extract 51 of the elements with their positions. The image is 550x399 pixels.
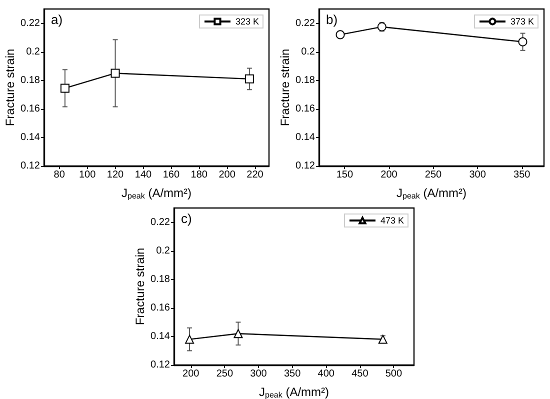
x-tick-label: 150 [336,170,354,180]
x-tick-label: 200 [380,170,398,180]
x-tick-label: 300 [469,170,486,180]
x-tick-label: 250 [216,368,234,380]
x-tick-label: 400 [318,368,335,380]
x-tick-label: 450 [352,368,369,380]
legend-label: 373 K [510,16,534,26]
y-tick-label: 0.14 [150,330,170,342]
y-tick-label: 0.14 [20,132,40,143]
legend-label: 473 K [380,216,404,226]
x-tick-label: 160 [162,170,180,180]
y-tick-label: 0.12 [296,160,316,172]
x-tick-label: 100 [78,170,96,180]
y-tick-label: 0.16 [20,103,40,114]
annotation: c) [181,211,192,226]
x-tick-label: 350 [284,368,302,380]
point [518,37,528,46]
y-tick-label: 0.2 [156,245,170,256]
y-tick-label: 0.22 [296,18,316,29]
y-axis-title: Fracture strain [133,248,147,326]
y-tick-label: 0.22 [20,18,40,29]
y-tick-label: 0.18 [296,74,316,86]
x-tick-label: 350 [514,170,531,180]
y-tick-label: 0.16 [296,103,316,114]
y-tick-label: 0.2 [26,46,40,58]
y-tick-label: 0.22 [150,216,170,228]
y-tick-label: 0.18 [150,274,170,285]
x-tick-label: 500 [385,368,402,380]
x-tick-label: 140 [134,170,152,180]
x-tick-label: 200 [182,368,200,380]
y-tick-label: 0.12 [20,160,40,172]
annotation: b) [326,12,338,27]
x-tick-label: 180 [190,170,208,180]
x-tick-label: 200 [218,170,236,180]
y-tick-label: 0.12 [150,360,170,370]
x-tick-label: 220 [246,170,264,180]
y-axis-title: Fracture strain [278,48,292,126]
legend-label: 323 K [235,16,260,26]
point [244,74,254,84]
point [60,84,70,93]
y-tick-label: 0.18 [20,74,40,86]
x-tick-label: 250 [424,170,442,180]
point [110,68,120,78]
annotation: a) [51,12,63,27]
y-tick-label: 0.2 [301,46,316,58]
x-tick-label: 80 [54,170,66,180]
x-tick-label: 120 [106,170,124,180]
y-tick-label: 0.14 [296,132,316,143]
x-tick-label: 300 [250,368,268,380]
y-axis-title: Fracture strain [3,48,17,126]
y-tick-label: 0.16 [150,302,170,314]
